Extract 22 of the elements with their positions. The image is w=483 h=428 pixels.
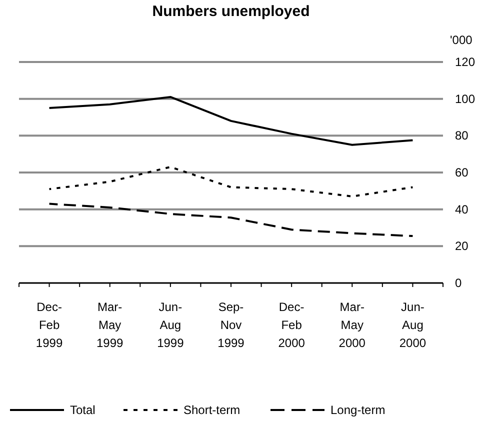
y-tick-label: 60	[455, 166, 469, 180]
x-tick-label: Mar- May 2000	[338, 300, 366, 350]
x-tick-label: Dec- Feb 2000	[278, 300, 306, 350]
y-tick-label: 0	[455, 276, 462, 290]
chart-title: Numbers unemployed	[152, 3, 310, 20]
line-series	[48, 202, 414, 238]
x-tick-label: Dec- Feb 1999	[36, 300, 63, 350]
x-tick-label: Jun- Aug 1999	[157, 300, 184, 350]
legend-label: Short-term	[184, 403, 240, 417]
x-tick-label: Jun- Aug 2000	[399, 300, 426, 350]
y-tick-label: 20	[455, 239, 469, 254]
legend-label: Total	[70, 403, 96, 417]
line-series	[48, 166, 414, 198]
y-axis-title: '000	[450, 33, 473, 47]
line-series	[48, 96, 414, 146]
x-tick-label: Sep- Nov 1999	[218, 300, 245, 350]
y-tick-label: 120	[455, 55, 476, 69]
y-tick-label: 80	[455, 128, 469, 143]
legend-label: Long-term	[330, 403, 386, 417]
y-tick-label: 40	[455, 202, 469, 216]
x-tick-label: Mar- May 1999	[96, 300, 124, 350]
y-tick-label: 100	[455, 92, 476, 106]
